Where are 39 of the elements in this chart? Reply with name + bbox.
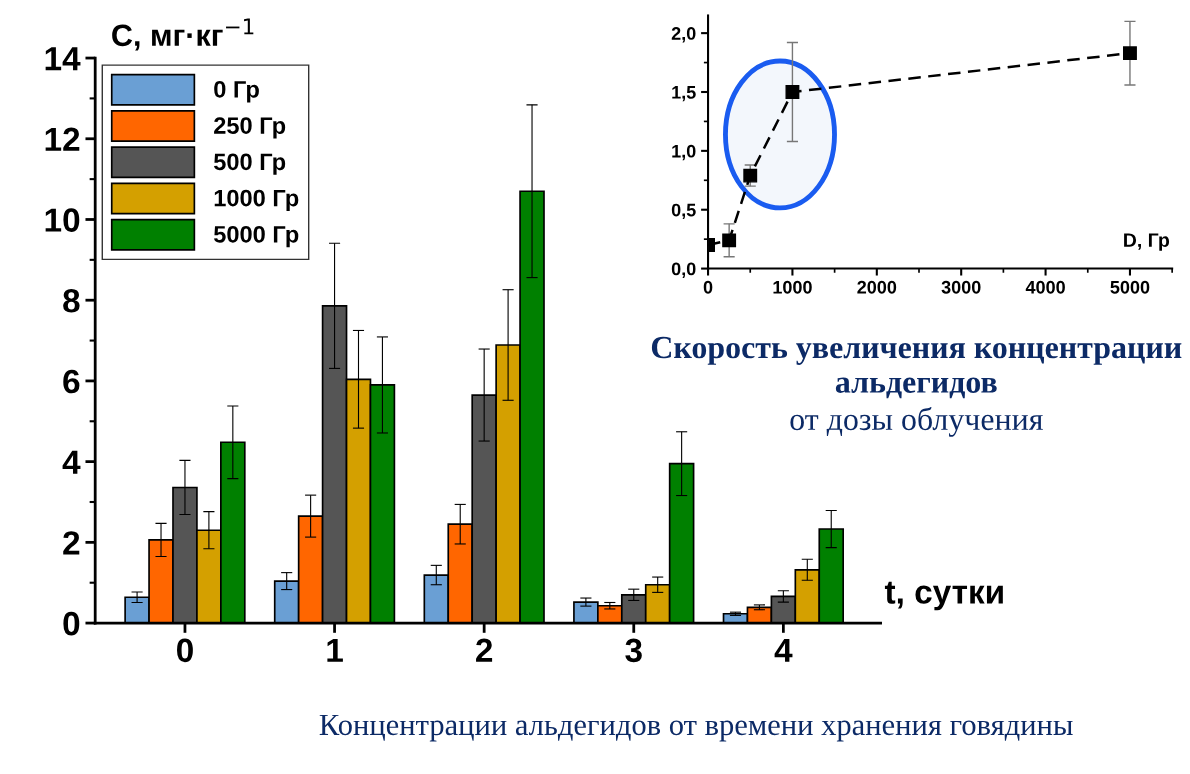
y-tick-label: 0,5 [671, 203, 696, 220]
x-tick-label: 1000 [773, 280, 812, 294]
y-tick-label: 2,0 [671, 27, 696, 43]
x-tick-label: 2000 [857, 280, 897, 294]
x-axis-title: D, Гр [1124, 233, 1170, 251]
annotation: от дозы облучения [790, 406, 1043, 437]
legend-label: 5000 Гр [213, 225, 299, 248]
x-tick-label: 4000 [1025, 280, 1065, 294]
x-tick-label: 0 [703, 280, 713, 294]
y-axis-title: C, мг·кг$^{−1}$ [112, 18, 254, 51]
y-tick-label: 0,0 [671, 262, 696, 278]
point [743, 168, 758, 183]
point [1123, 46, 1137, 61]
y-tick-label: 0 [63, 611, 80, 636]
point [722, 233, 737, 248]
y-tick-label: 4 [62, 450, 81, 474]
y-tick-label: 6 [63, 369, 80, 394]
y-tick-label: 14 [45, 47, 81, 71]
annotation: Скорость увеличения концентрации альдегидов [651, 336, 1182, 399]
y-tick-label: 2 [63, 531, 80, 555]
y-tick-label: 1,0 [672, 144, 696, 161]
y-tick-label: 8 [63, 289, 80, 313]
x-tick-label: 3 [625, 638, 642, 663]
y-tick-label: 12 [45, 127, 80, 151]
y-tick-label: 10 [45, 208, 80, 232]
x-axis-title: t, сутки [884, 581, 1003, 611]
legend-label: 500 Гр [213, 153, 286, 175]
x-tick-label: 3000 [941, 280, 981, 294]
text: Концентрации альдегидов от времени хранения говядины [319, 714, 1073, 742]
x-tick-label: 4 [774, 638, 793, 662]
legend-label: 250 Гр [214, 117, 286, 139]
legend-label: 0 Гр [214, 80, 259, 103]
point [785, 85, 800, 99]
y-tick-label: 1,5 [672, 86, 696, 102]
x-tick-label: 2 [476, 638, 493, 662]
legend-label: 1000 Гр [214, 189, 299, 212]
x-tick-label: 0 [177, 638, 193, 663]
x-tick-label: 5000 [1110, 280, 1150, 294]
x-tick-label: 1 [327, 638, 343, 662]
